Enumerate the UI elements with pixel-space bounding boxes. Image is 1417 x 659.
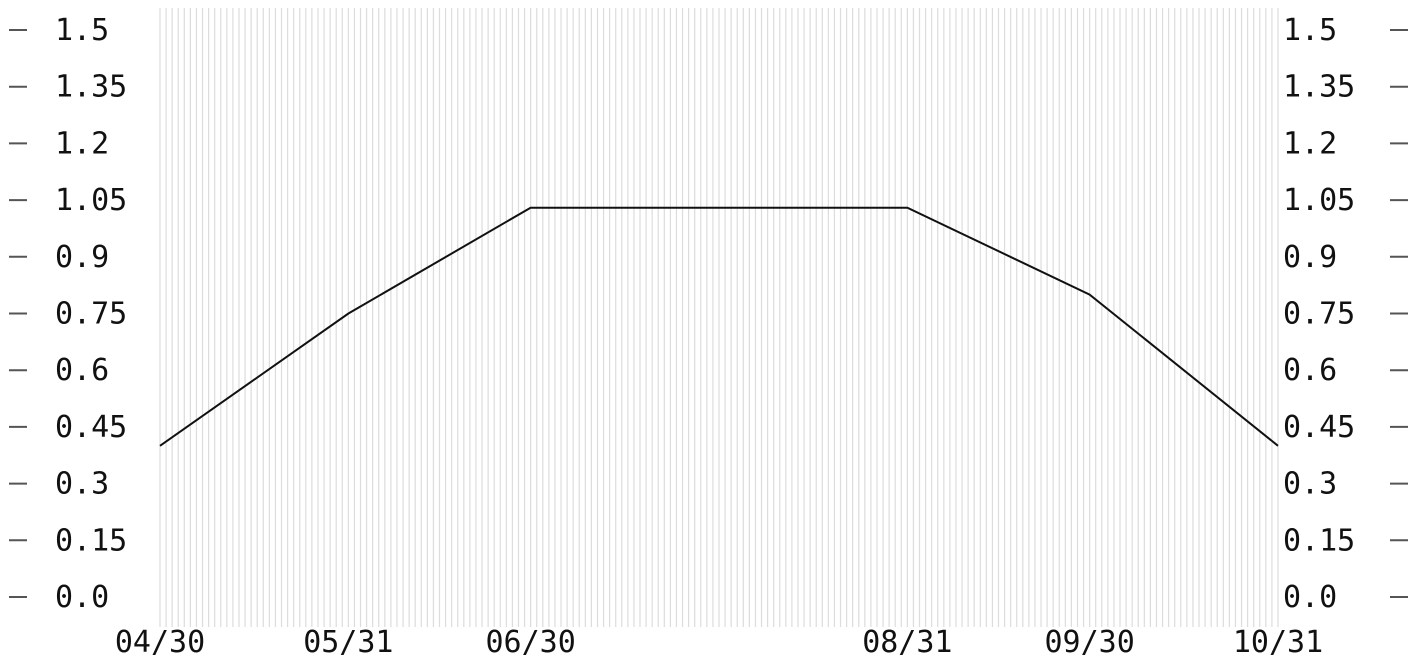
y-tick-label-right: 0.45 xyxy=(1283,410,1355,445)
y-tick-label: 1.2 xyxy=(55,126,109,161)
y-tick-label-right: 1.35 xyxy=(1283,70,1355,105)
x-tick-label: 04/30 xyxy=(115,625,205,659)
y-tick-label: 0.45 xyxy=(55,410,127,445)
right-y-axis: 1.5 1.35 1.2 1.05 0.9 0.75 0.6 0.45 0.3 0.15 0.0 xyxy=(1283,13,1408,615)
left-y-axis: 1.5 1.35 1.2 1.05 0.9 0.75 0.6 0.45 0.3 0.15 0.0 xyxy=(9,13,127,615)
y-tick-label: 0.0 xyxy=(55,580,109,615)
x-tick-label: 10/31 xyxy=(1233,625,1323,659)
y-tick-label-right: 1.05 xyxy=(1283,183,1355,218)
y-tick-label: 0.9 xyxy=(55,240,109,275)
y-tick-label-right: 0.0 xyxy=(1283,580,1337,615)
y-tick-label-right: 0.9 xyxy=(1283,240,1337,275)
grid xyxy=(159,8,1279,627)
series-line xyxy=(159,206,1279,447)
y-tick-label: 1.35 xyxy=(55,70,127,105)
y-tick-label: 1.5 xyxy=(55,13,109,48)
y-tick-label: 1.05 xyxy=(55,183,127,218)
y-tick-label-right: 1.5 xyxy=(1283,13,1337,48)
x-tick-label: 05/31 xyxy=(303,625,393,659)
y-tick-label-right: 0.15 xyxy=(1283,523,1355,558)
x-tick-label: 08/31 xyxy=(862,625,952,659)
x-tick-label: 09/30 xyxy=(1044,625,1134,659)
y-tick-label: 0.6 xyxy=(55,353,109,388)
y-tick-label-right: 0.75 xyxy=(1283,297,1355,332)
y-tick-label-right: 0.3 xyxy=(1283,467,1337,502)
y-tick-label: 0.75 xyxy=(55,297,127,332)
x-tick-label: 06/30 xyxy=(485,625,575,659)
x-axis: 04/30 05/31 06/30 08/31 09/30 10/31 xyxy=(115,625,1323,659)
y-tick-label-right: 0.6 xyxy=(1283,353,1337,388)
y-tick-label-right: 1.2 xyxy=(1283,126,1337,161)
y-tick-label: 0.15 xyxy=(55,523,127,558)
series xyxy=(159,206,1279,447)
y-tick-label: 0.3 xyxy=(55,467,109,502)
